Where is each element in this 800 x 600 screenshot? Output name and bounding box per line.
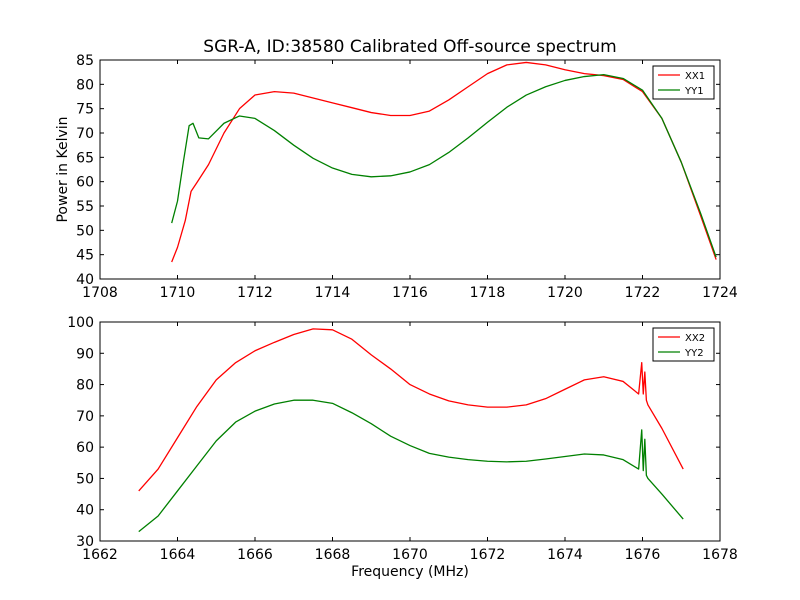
x-tick-label: 1718 — [470, 285, 506, 301]
x-tick-label: 1714 — [315, 285, 351, 301]
x-tick-label: 1716 — [392, 285, 428, 301]
y-tick-label: 100 — [67, 315, 94, 331]
y-tick-label: 55 — [76, 199, 94, 215]
x-tick-label: 1664 — [160, 547, 196, 563]
series-line-yy2 — [138, 399, 684, 533]
x-tick-label: 1720 — [547, 285, 583, 301]
legend-box — [652, 65, 715, 100]
y-tick-label: 30 — [76, 534, 94, 550]
y-tick-label: 50 — [76, 223, 94, 239]
series-line-xx2 — [138, 328, 684, 492]
chart-title: SGR-A, ID:38580 Calibrated Off-source sp… — [203, 37, 616, 57]
series-line-xx1 — [171, 61, 717, 263]
legend-label-xx2: XX2 — [685, 333, 705, 344]
y-axis-label: Power in Kelvin — [55, 116, 71, 222]
x-axis-label: Frequency (MHz) — [351, 564, 469, 580]
x-tick-label: 1708 — [82, 285, 118, 301]
series-line-yy1 — [171, 73, 717, 258]
x-tick-label: 1676 — [625, 547, 661, 563]
x-tick-label: 1662 — [82, 547, 118, 563]
x-tick-label: 1666 — [237, 547, 273, 563]
bottom-panel: 1662 1664 1666 1668 1670 1672 1674 1676 1678 30 40… — [67, 315, 738, 580]
y-tick-label: 70 — [76, 126, 94, 142]
x-tick-label: 1668 — [315, 547, 351, 563]
y-tick-label: 60 — [76, 440, 94, 456]
y-tick-label: 80 — [76, 378, 94, 394]
x-tick-label: 1672 — [470, 547, 506, 563]
y-tick-label: 45 — [76, 248, 94, 264]
x-tick-label: 1724 — [702, 285, 738, 301]
top-panel: 1708 1710 1712 1714 1716 1718 1720 1722 1724 40 45… — [55, 37, 738, 301]
y-tick-label: 90 — [76, 346, 94, 362]
y-tick-label: 60 — [76, 175, 94, 191]
legend-label-yy1: YY1 — [684, 86, 704, 97]
y-tick-label: 70 — [76, 409, 94, 425]
legend-label-yy2: YY2 — [684, 348, 704, 359]
y-tick-label: 75 — [76, 102, 94, 118]
x-tick-label: 1722 — [625, 285, 661, 301]
x-tick-label: 1670 — [392, 547, 428, 563]
x-tick-label: 1712 — [237, 285, 273, 301]
plot-frame — [99, 59, 721, 280]
x-tick-label: 1674 — [547, 547, 583, 563]
y-tick-label: 40 — [76, 272, 94, 288]
x-tick-label: 1678 — [702, 547, 738, 563]
y-tick-label: 85 — [76, 53, 94, 69]
plot-frame — [99, 321, 721, 542]
y-tick-label: 80 — [76, 77, 94, 93]
y-tick-label: 65 — [76, 150, 94, 166]
y-tick-label: 40 — [76, 503, 94, 519]
y-tick-label: 50 — [76, 471, 94, 487]
x-tick-label: 1710 — [160, 285, 196, 301]
legend-box — [652, 327, 715, 362]
legend-label-xx1: XX1 — [685, 71, 705, 82]
